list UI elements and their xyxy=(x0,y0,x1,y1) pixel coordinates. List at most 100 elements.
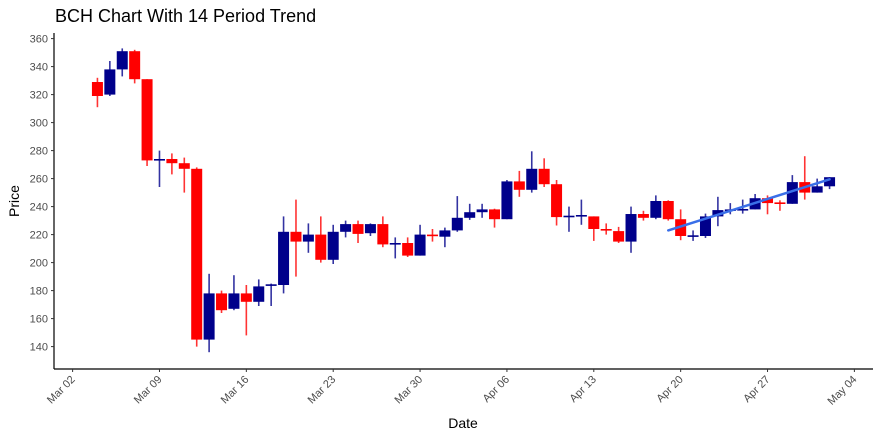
candle xyxy=(240,285,252,336)
candle-body xyxy=(613,231,625,242)
candle xyxy=(166,153,178,175)
candle-body xyxy=(402,243,414,256)
candle-body xyxy=(786,182,798,204)
candle xyxy=(588,216,600,241)
candle-body xyxy=(290,231,302,242)
candle xyxy=(687,230,699,241)
candle-body xyxy=(687,235,699,237)
candle xyxy=(104,61,116,96)
y-tick-label: 220 xyxy=(30,230,48,242)
candle xyxy=(426,229,438,242)
candle-body xyxy=(662,201,674,220)
x-tick-label: Mar 02 xyxy=(45,374,78,407)
candle xyxy=(451,196,463,232)
candle-body xyxy=(526,168,538,190)
candle-body xyxy=(501,181,513,220)
candle xyxy=(389,237,401,259)
candle xyxy=(141,79,153,166)
y-tick-label: 200 xyxy=(30,258,48,270)
candle xyxy=(712,196,724,227)
candle xyxy=(799,156,811,200)
candle xyxy=(811,178,823,193)
candle-body xyxy=(327,231,339,260)
candle-body xyxy=(575,215,587,217)
candle xyxy=(563,206,575,232)
y-tick-label: 340 xyxy=(30,62,48,74)
candle xyxy=(774,200,786,211)
x-tick-label: Mar 09 xyxy=(132,374,165,407)
candle xyxy=(302,223,314,253)
y-tick-label: 260 xyxy=(30,174,48,186)
candle xyxy=(228,275,240,311)
candle xyxy=(116,48,128,77)
candle-body xyxy=(253,286,265,302)
x-axis-label: Date xyxy=(448,415,478,431)
candle xyxy=(538,158,550,187)
candle xyxy=(216,290,228,313)
x-axis: Mar 02 Mar 09 Mar 16 Mar 23 Mar 30 Apr 06 Apr … xyxy=(45,368,873,408)
candle-body xyxy=(737,208,749,211)
candle xyxy=(489,208,501,228)
candle-body xyxy=(141,79,153,161)
y-axis-label: Price xyxy=(6,185,22,217)
y-tick-label: 240 xyxy=(30,202,48,214)
candle-body xyxy=(178,163,190,169)
y-tick-label: 320 xyxy=(30,90,48,102)
x-tick-label: Mar 30 xyxy=(392,374,425,407)
candle-body xyxy=(489,209,501,220)
plot-area xyxy=(91,48,836,353)
x-tick-label: Mar 23 xyxy=(306,374,339,407)
candle-body xyxy=(439,230,451,237)
candle-body xyxy=(476,209,488,213)
candle-body xyxy=(588,216,600,229)
candle-body xyxy=(364,224,376,234)
chart-title: BCH Chart With 14 Period Trend xyxy=(55,6,316,26)
candle xyxy=(513,170,525,197)
candle-body xyxy=(352,224,364,234)
y-axis: 140 160 180 200 220 240 260 280 300 320 340 360 xyxy=(30,33,55,369)
y-tick-label: 280 xyxy=(30,146,48,158)
x-tick-label: Mar 16 xyxy=(219,374,252,407)
candle xyxy=(352,220,364,243)
candle-body xyxy=(637,214,649,218)
candle xyxy=(625,206,637,253)
candle-body xyxy=(228,293,240,309)
candle xyxy=(315,216,327,263)
candle-body xyxy=(302,234,314,242)
candle-body xyxy=(191,168,203,340)
candle-body xyxy=(129,51,141,80)
candle-body xyxy=(91,82,103,96)
candle-body xyxy=(278,231,290,285)
candle xyxy=(253,279,265,306)
candle-body xyxy=(265,284,277,286)
candle-body xyxy=(824,177,836,187)
candle xyxy=(129,49,141,84)
candle-body xyxy=(464,212,476,218)
y-tick-label: 300 xyxy=(30,118,48,130)
x-tick-label: Apr 27 xyxy=(741,374,772,405)
candle xyxy=(290,199,302,277)
candle-body xyxy=(414,234,426,256)
candle xyxy=(327,224,339,264)
candle-body xyxy=(625,214,637,242)
x-tick-label: Apr 13 xyxy=(568,374,599,405)
candle-body xyxy=(774,202,786,204)
x-tick-label: Apr 06 xyxy=(481,374,512,405)
trend-line xyxy=(667,178,831,232)
candle-body xyxy=(377,224,389,245)
candle-body xyxy=(551,184,563,218)
candle-body xyxy=(389,243,401,245)
candle-body xyxy=(203,293,215,340)
candle xyxy=(364,223,376,236)
candle xyxy=(278,216,290,294)
candle xyxy=(476,203,488,218)
candle-body xyxy=(153,159,165,161)
candle xyxy=(464,203,476,220)
candle xyxy=(153,150,165,187)
candle xyxy=(637,210,649,221)
candle-body xyxy=(811,186,823,193)
candle-body xyxy=(451,217,463,231)
candle xyxy=(340,220,352,238)
candle xyxy=(402,237,414,257)
